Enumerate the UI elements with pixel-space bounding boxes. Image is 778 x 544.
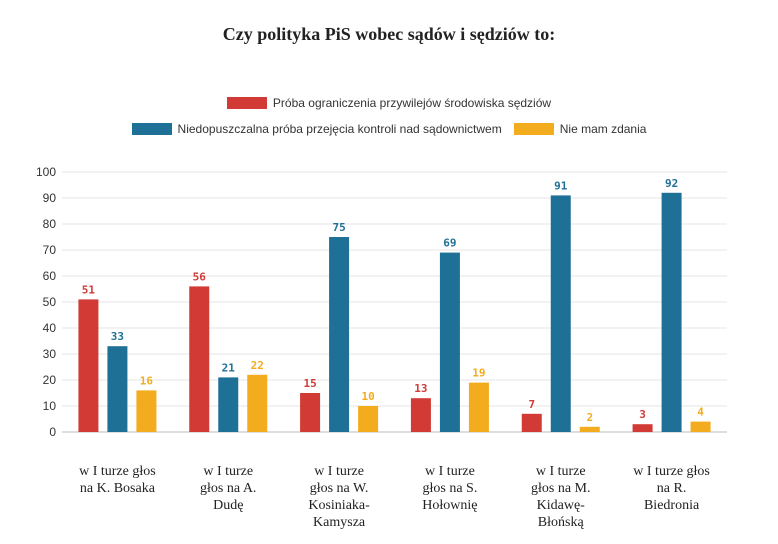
value-label: 16 xyxy=(140,374,154,387)
value-label: 51 xyxy=(82,283,96,296)
bars xyxy=(78,192,711,432)
value-label: 10 xyxy=(361,390,374,403)
y-tick-label: 10 xyxy=(43,399,57,413)
y-tick-label: 100 xyxy=(36,165,56,179)
legend-row-2: Niedopuszczalna próba przejęcia kontroli… xyxy=(0,120,778,138)
value-label: 2 xyxy=(586,411,593,424)
y-tick-label: 60 xyxy=(43,269,57,283)
bar-series-3-cat-6[interactable] xyxy=(690,421,711,432)
legend-row-1: Próba ograniczenia przywilejów środowisk… xyxy=(0,94,778,112)
bar-series-2-cat-6[interactable] xyxy=(661,192,682,432)
bar-series-1-cat-5[interactable] xyxy=(521,413,542,432)
category-label: w I turze głos na A. Dudę xyxy=(200,464,256,513)
bar-series-2-cat-1[interactable] xyxy=(107,346,128,432)
legend-item-series-2[interactable]: Niedopuszczalna próba przejęcia kontroli… xyxy=(131,122,502,136)
y-tick-label: 80 xyxy=(43,217,57,231)
bar-series-1-cat-2[interactable] xyxy=(189,286,210,432)
legend-item-series-1[interactable]: Próba ograniczenia przywilejów środowisk… xyxy=(226,96,552,110)
gridlines xyxy=(62,171,727,433)
y-axis-ticks: 0 10 20 30 40 50 60 70 80 90 100 xyxy=(36,165,56,439)
value-label: 4 xyxy=(697,406,704,419)
bar-series-1-cat-1[interactable] xyxy=(78,299,99,432)
bar-series-1-cat-6[interactable] xyxy=(632,424,653,432)
bar-series-3-cat-3[interactable] xyxy=(358,406,379,432)
y-tick-label: 70 xyxy=(43,243,57,257)
value-label: 22 xyxy=(251,359,264,372)
category-label: w I turze głos na R. Biedronia xyxy=(633,464,710,513)
bar-series-2-cat-3[interactable] xyxy=(329,237,350,432)
category-label: w I turze głos na M. Kidawę-Błońską xyxy=(531,464,591,530)
legend-item-series-3[interactable]: Nie mam zdania xyxy=(513,122,647,136)
value-label: 15 xyxy=(303,377,316,390)
value-label: 19 xyxy=(472,367,485,380)
value-label: 56 xyxy=(193,270,207,283)
value-label: 33 xyxy=(111,330,124,343)
legend-swatch-series-1 xyxy=(226,97,267,109)
value-label: 92 xyxy=(665,177,678,190)
y-tick-label: 50 xyxy=(43,295,57,309)
bar-series-1-cat-3[interactable] xyxy=(300,393,321,432)
value-label: 21 xyxy=(222,361,236,374)
legend-label-series-1: Próba ograniczenia przywilejów środowisk… xyxy=(272,96,552,110)
y-tick-label: 0 xyxy=(49,425,56,439)
legend-label-series-2: Niedopuszczalna próba przejęcia kontroli… xyxy=(177,122,502,136)
bar-series-3-cat-2[interactable] xyxy=(247,374,268,432)
chart-title: Czy polityka PiS wobec sądów i sędziów t… xyxy=(222,24,556,44)
value-label: 7 xyxy=(528,398,535,411)
value-label: 75 xyxy=(332,221,345,234)
legend-label-series-3: Nie mam zdania xyxy=(559,122,647,136)
bar-series-1-cat-4[interactable] xyxy=(410,398,431,432)
bar-series-2-cat-4[interactable] xyxy=(439,252,460,432)
bar-series-3-cat-5[interactable] xyxy=(579,426,600,432)
category-label: w I turze głos na W. Kosiniaka-Kamysza xyxy=(308,464,370,530)
bar-series-3-cat-1[interactable] xyxy=(136,390,157,432)
bar-series-2-cat-5[interactable] xyxy=(550,195,571,432)
legend-swatch-series-2 xyxy=(131,123,172,135)
legend-swatch-series-3 xyxy=(513,123,554,135)
value-label: 69 xyxy=(443,237,456,250)
y-tick-label: 90 xyxy=(43,191,57,205)
y-tick-label: 30 xyxy=(43,347,57,361)
y-tick-label: 20 xyxy=(43,373,57,387)
bar-series-3-cat-4[interactable] xyxy=(468,382,489,432)
y-tick-label: 40 xyxy=(43,321,57,335)
value-label: 13 xyxy=(414,382,427,395)
value-label: 91 xyxy=(554,179,568,192)
category-label: w I turze głos na K. Bosaka xyxy=(79,464,156,496)
category-labels: w I turze głos na K. Bosaka w I turze głos … xyxy=(79,464,710,530)
bar-series-2-cat-2[interactable] xyxy=(218,377,239,432)
category-label: w I turze głos na S. Hołownię xyxy=(422,464,477,513)
value-labels: 51 33 16 56 21 22 15 75 10 13 69 19 7 91 2 3 92 4 xyxy=(82,177,704,424)
value-label: 3 xyxy=(639,408,646,421)
legend: Próba ograniczenia przywilejów środowisk… xyxy=(0,94,778,146)
